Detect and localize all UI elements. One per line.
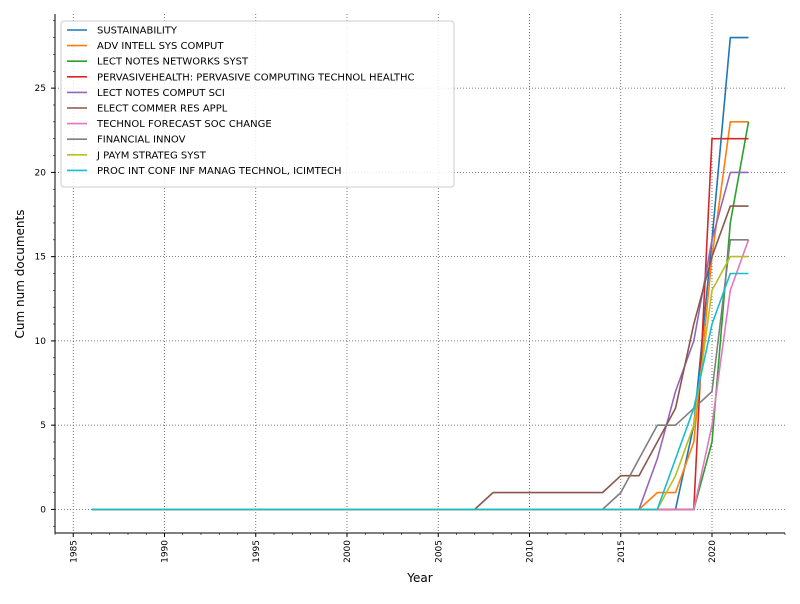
- y-tick-label: 5: [40, 421, 46, 431]
- series-line: [91, 137, 749, 511]
- legend-label: J PAYM STRATEG SYST: [96, 150, 207, 161]
- x-tick-label: 1985: [69, 540, 79, 563]
- series-line: [91, 272, 749, 511]
- x-axis-label: Year: [406, 571, 432, 585]
- series-line: [91, 239, 749, 511]
- legend-label: PERVASIVEHEALTH: PERVASIVE COMPUTING TEC…: [97, 72, 415, 83]
- legend-label: FINANCIAL INNOV: [97, 135, 186, 146]
- legend-label: PROC INT CONF INF MANAG TECHNOL, ICIMTEC…: [97, 166, 342, 177]
- legend-frame: [60, 20, 455, 188]
- x-tick-label: 1990: [161, 540, 171, 563]
- y-tick-label: 25: [35, 84, 46, 94]
- x-tick-label: 2005: [434, 540, 444, 563]
- legend-label: ADV INTELL SYS COMPUT: [97, 41, 224, 52]
- series-line: [91, 239, 750, 511]
- y-tick-label: 20: [35, 168, 47, 178]
- gridlines: [55, 14, 785, 533]
- axes: 1985 1990 1995 2000 2005 2010 2015 2020 0 5 10 15 20…: [35, 14, 786, 563]
- legend-label: TECHNOL FORECAST SOC CHANGE: [96, 119, 272, 130]
- x-tick-label: 2000: [343, 540, 353, 563]
- legend-label: LECT NOTES NETWORKS SYST: [97, 57, 249, 68]
- x-tick-label: 2020: [708, 540, 718, 563]
- legend-label: LECT NOTES COMPUT SCI: [97, 88, 225, 99]
- x-tick-label: 2015: [617, 540, 627, 563]
- legend: SUSTAINABILITY ADV INTELL SYS COMPUT LECT …: [60, 20, 455, 188]
- legend-label: SUSTAINABILITY: [97, 26, 178, 37]
- x-tick-label: 1995: [252, 540, 262, 563]
- y-tick-label: 15: [35, 253, 46, 263]
- legend-label: ELECT COMMER RES APPL: [97, 104, 228, 115]
- series-lines: [91, 36, 750, 511]
- series-line: [91, 255, 749, 511]
- x-tick-label: 2010: [526, 540, 536, 563]
- series-line: [91, 205, 749, 511]
- y-tick-label: 0: [40, 505, 46, 515]
- y-axis-label: Cum num documents: [13, 210, 27, 339]
- y-tick-label: 10: [35, 337, 47, 347]
